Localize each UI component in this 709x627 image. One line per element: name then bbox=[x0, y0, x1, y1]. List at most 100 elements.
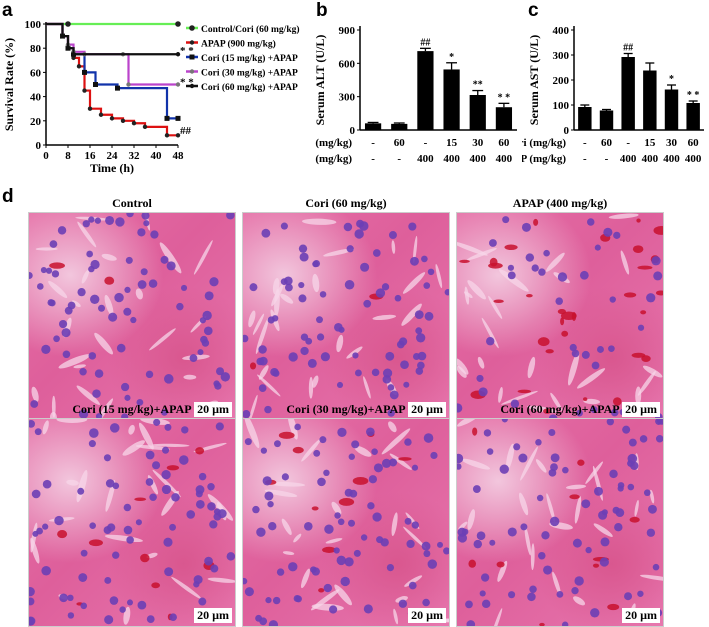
nucleus bbox=[601, 509, 608, 516]
hemorrhage-spot bbox=[88, 539, 103, 547]
nucleus bbox=[347, 519, 356, 527]
micrograph-texture bbox=[243, 218, 449, 420]
sinusoid-streak bbox=[207, 577, 235, 583]
apap-row-label: APAP (mg/kg) bbox=[315, 153, 352, 165]
nucleus bbox=[162, 446, 170, 454]
nucleus bbox=[349, 489, 358, 498]
nucleus bbox=[415, 327, 423, 335]
sinusoid-streak bbox=[391, 512, 398, 537]
nucleus bbox=[507, 264, 515, 271]
sinusoid-streak bbox=[585, 461, 604, 484]
nucleus bbox=[423, 282, 431, 289]
nucleus bbox=[58, 319, 68, 329]
sinusoid-streak bbox=[159, 242, 182, 274]
nucleus bbox=[53, 335, 60, 343]
nucleus bbox=[603, 227, 613, 237]
y-tick-label: 20 bbox=[30, 116, 42, 128]
nucleus bbox=[606, 419, 614, 426]
nucleus bbox=[480, 573, 490, 582]
cori-dose: - bbox=[583, 137, 587, 149]
nucleus bbox=[652, 563, 660, 571]
nucleus bbox=[215, 422, 224, 431]
nucleus bbox=[410, 256, 419, 266]
nucleus bbox=[288, 352, 298, 362]
nucleus bbox=[90, 259, 100, 270]
nucleus bbox=[153, 419, 161, 426]
data-point bbox=[65, 46, 71, 51]
nucleus bbox=[340, 576, 350, 587]
sinusoid-streak bbox=[639, 574, 663, 582]
nucleus bbox=[114, 292, 124, 303]
sinusoid-streak bbox=[48, 280, 68, 298]
hemorrhage-spot bbox=[322, 546, 337, 553]
nucleus bbox=[624, 592, 633, 601]
nucleus bbox=[249, 283, 258, 292]
nucleus bbox=[78, 573, 88, 582]
sinusoid-streak bbox=[104, 534, 143, 543]
nucleus bbox=[443, 547, 449, 555]
nucleus bbox=[204, 556, 213, 566]
apap-dose: - bbox=[371, 153, 375, 165]
nucleus bbox=[42, 479, 52, 489]
nucleus bbox=[572, 538, 582, 548]
y-tick-label: 200 bbox=[553, 75, 570, 87]
hemorrhage-spot bbox=[398, 457, 412, 461]
nucleus bbox=[556, 590, 564, 598]
nucleus bbox=[437, 541, 444, 548]
nucleus bbox=[41, 566, 51, 576]
data-point bbox=[189, 54, 195, 60]
sinusoid-streak bbox=[271, 284, 284, 307]
nucleus bbox=[293, 594, 301, 603]
nucleus bbox=[305, 337, 313, 345]
cori-dose: 60 bbox=[601, 137, 613, 149]
sinusoid-streak bbox=[50, 411, 57, 420]
nucleus bbox=[29, 271, 33, 280]
nucleus bbox=[585, 546, 592, 554]
sinusoid-streak bbox=[497, 560, 508, 582]
sinusoid-streak bbox=[264, 489, 298, 498]
hemorrhage-spot bbox=[195, 447, 205, 455]
nucleus bbox=[353, 549, 361, 557]
data-point bbox=[98, 112, 104, 117]
nucleus bbox=[360, 534, 368, 541]
nucleus bbox=[637, 324, 645, 331]
sinusoid-streak bbox=[637, 370, 656, 396]
sinusoid-streak bbox=[312, 375, 319, 388]
nucleus bbox=[29, 616, 36, 626]
nucleus bbox=[476, 374, 484, 382]
nucleus bbox=[586, 218, 595, 226]
nucleus bbox=[280, 222, 288, 230]
nucleus bbox=[207, 483, 215, 491]
nucleus bbox=[272, 596, 281, 605]
nucleus bbox=[531, 264, 539, 272]
nucleus bbox=[137, 228, 146, 237]
nucleus bbox=[226, 213, 235, 220]
data-point bbox=[189, 25, 195, 31]
nucleus bbox=[304, 521, 313, 531]
nucleus bbox=[333, 547, 340, 554]
nucleus bbox=[352, 352, 359, 359]
y-tick-label: 0 bbox=[36, 140, 42, 152]
nucleus bbox=[368, 475, 378, 484]
sinusoid-streak bbox=[128, 424, 135, 435]
nucleus bbox=[320, 352, 330, 362]
nucleus bbox=[344, 279, 355, 290]
sinusoid-streak bbox=[66, 479, 79, 486]
nucleus bbox=[371, 448, 378, 455]
y-tick-label: 80 bbox=[30, 43, 42, 55]
nucleus bbox=[95, 413, 103, 420]
sinusoid-streak bbox=[501, 390, 538, 405]
hemorrhage-spot bbox=[545, 349, 554, 354]
nucleus bbox=[382, 375, 392, 384]
nucleus bbox=[82, 220, 90, 228]
sinusoid-streak bbox=[58, 354, 91, 369]
sinusoid-streak bbox=[268, 481, 306, 487]
cori-row-label: Cori (mg/kg) bbox=[522, 137, 566, 149]
sinusoid-streak bbox=[193, 240, 213, 275]
scale-bar-label: 20 µm bbox=[622, 402, 660, 417]
x-tick-label: 8 bbox=[65, 150, 71, 162]
nucleus bbox=[137, 600, 147, 610]
hemorrhage-spot bbox=[318, 588, 325, 593]
